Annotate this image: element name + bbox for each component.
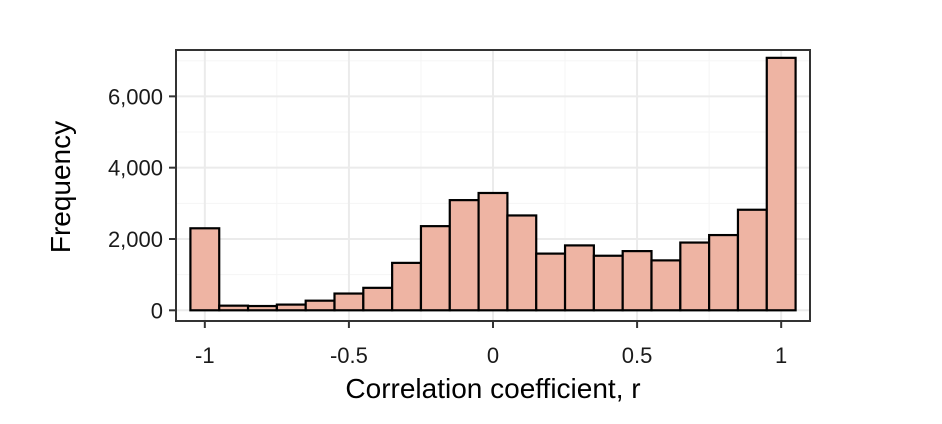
axes: -1 -0.5 0 0.5 1 0 2,000 4,000 6,000	[108, 84, 787, 368]
x-tick-label: 1	[775, 343, 787, 368]
histogram-bar	[563, 244, 595, 312]
histogram-bar	[333, 292, 365, 312]
histogram-bar	[765, 56, 797, 312]
histogram-bar	[419, 225, 451, 312]
x-axis-title: Correlation coefficient, r	[345, 373, 640, 404]
y-tick-label: 2,000	[108, 227, 163, 252]
histogram-bar	[592, 254, 624, 312]
histogram-bar	[391, 261, 423, 312]
histogram-bar	[304, 299, 336, 312]
x-tick-label: 0	[487, 343, 499, 368]
y-tick-label: 6,000	[108, 84, 163, 109]
histogram-bar	[679, 241, 711, 312]
histogram-bar	[218, 304, 250, 312]
y-axis-title: Frequency	[45, 121, 76, 253]
y-tick-label: 0	[151, 298, 163, 323]
histogram-bar	[708, 233, 740, 312]
histogram-bar	[506, 214, 538, 312]
x-tick-label: 0.5	[622, 343, 653, 368]
histogram-bar	[535, 252, 567, 312]
histogram-bar	[362, 286, 394, 312]
histogram-bar	[246, 304, 278, 312]
x-tick-label: -1	[195, 343, 215, 368]
histogram-bar	[650, 259, 682, 312]
histogram-bar	[189, 227, 221, 312]
histogram-bar	[621, 250, 653, 312]
histogram-bars	[189, 56, 797, 312]
histogram-bar	[736, 208, 768, 312]
x-tick-label: -0.5	[330, 343, 368, 368]
histogram-bar	[275, 303, 307, 312]
histogram-bar	[477, 191, 509, 312]
y-tick-label: 4,000	[108, 156, 163, 181]
histogram-bar	[448, 199, 480, 312]
